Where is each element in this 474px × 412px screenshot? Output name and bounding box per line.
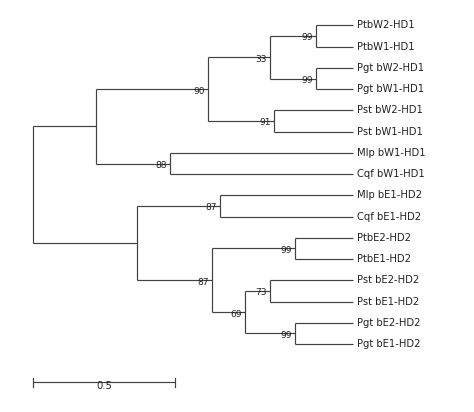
- Text: Pst bE1-HD2: Pst bE1-HD2: [357, 297, 419, 307]
- Text: 91: 91: [260, 119, 271, 127]
- Text: PtbE2-HD2: PtbE2-HD2: [357, 233, 411, 243]
- Text: 99: 99: [301, 76, 313, 85]
- Text: 99: 99: [281, 246, 292, 255]
- Text: 99: 99: [281, 331, 292, 340]
- Text: 87: 87: [197, 278, 209, 287]
- Text: 69: 69: [230, 310, 242, 318]
- Text: 99: 99: [301, 33, 313, 42]
- Text: Cqf bW1-HD1: Cqf bW1-HD1: [357, 169, 425, 179]
- Text: 90: 90: [193, 87, 205, 96]
- Text: Pst bW1-HD1: Pst bW1-HD1: [357, 126, 423, 137]
- Text: 0.5: 0.5: [96, 381, 112, 391]
- Text: Pgt bE1-HD2: Pgt bE1-HD2: [357, 339, 420, 349]
- Text: Pgt bW1-HD1: Pgt bW1-HD1: [357, 84, 424, 94]
- Text: Pst bE2-HD2: Pst bE2-HD2: [357, 275, 419, 286]
- Text: Mlp bW1-HD1: Mlp bW1-HD1: [357, 148, 425, 158]
- Text: 88: 88: [155, 161, 167, 170]
- Text: Pgt bW2-HD1: Pgt bW2-HD1: [357, 63, 424, 73]
- Text: PtbE1-HD2: PtbE1-HD2: [357, 254, 411, 264]
- Text: 87: 87: [206, 204, 217, 213]
- Text: 73: 73: [255, 288, 267, 297]
- Text: PtbW1-HD1: PtbW1-HD1: [357, 42, 414, 52]
- Text: 33: 33: [255, 55, 267, 64]
- Text: Pgt bE2-HD2: Pgt bE2-HD2: [357, 318, 420, 328]
- Text: Cqf bE1-HD2: Cqf bE1-HD2: [357, 212, 421, 222]
- Text: PtbW2-HD1: PtbW2-HD1: [357, 21, 414, 30]
- Text: Mlp bE1-HD2: Mlp bE1-HD2: [357, 190, 422, 200]
- Text: Pst bW2-HD1: Pst bW2-HD1: [357, 105, 423, 115]
